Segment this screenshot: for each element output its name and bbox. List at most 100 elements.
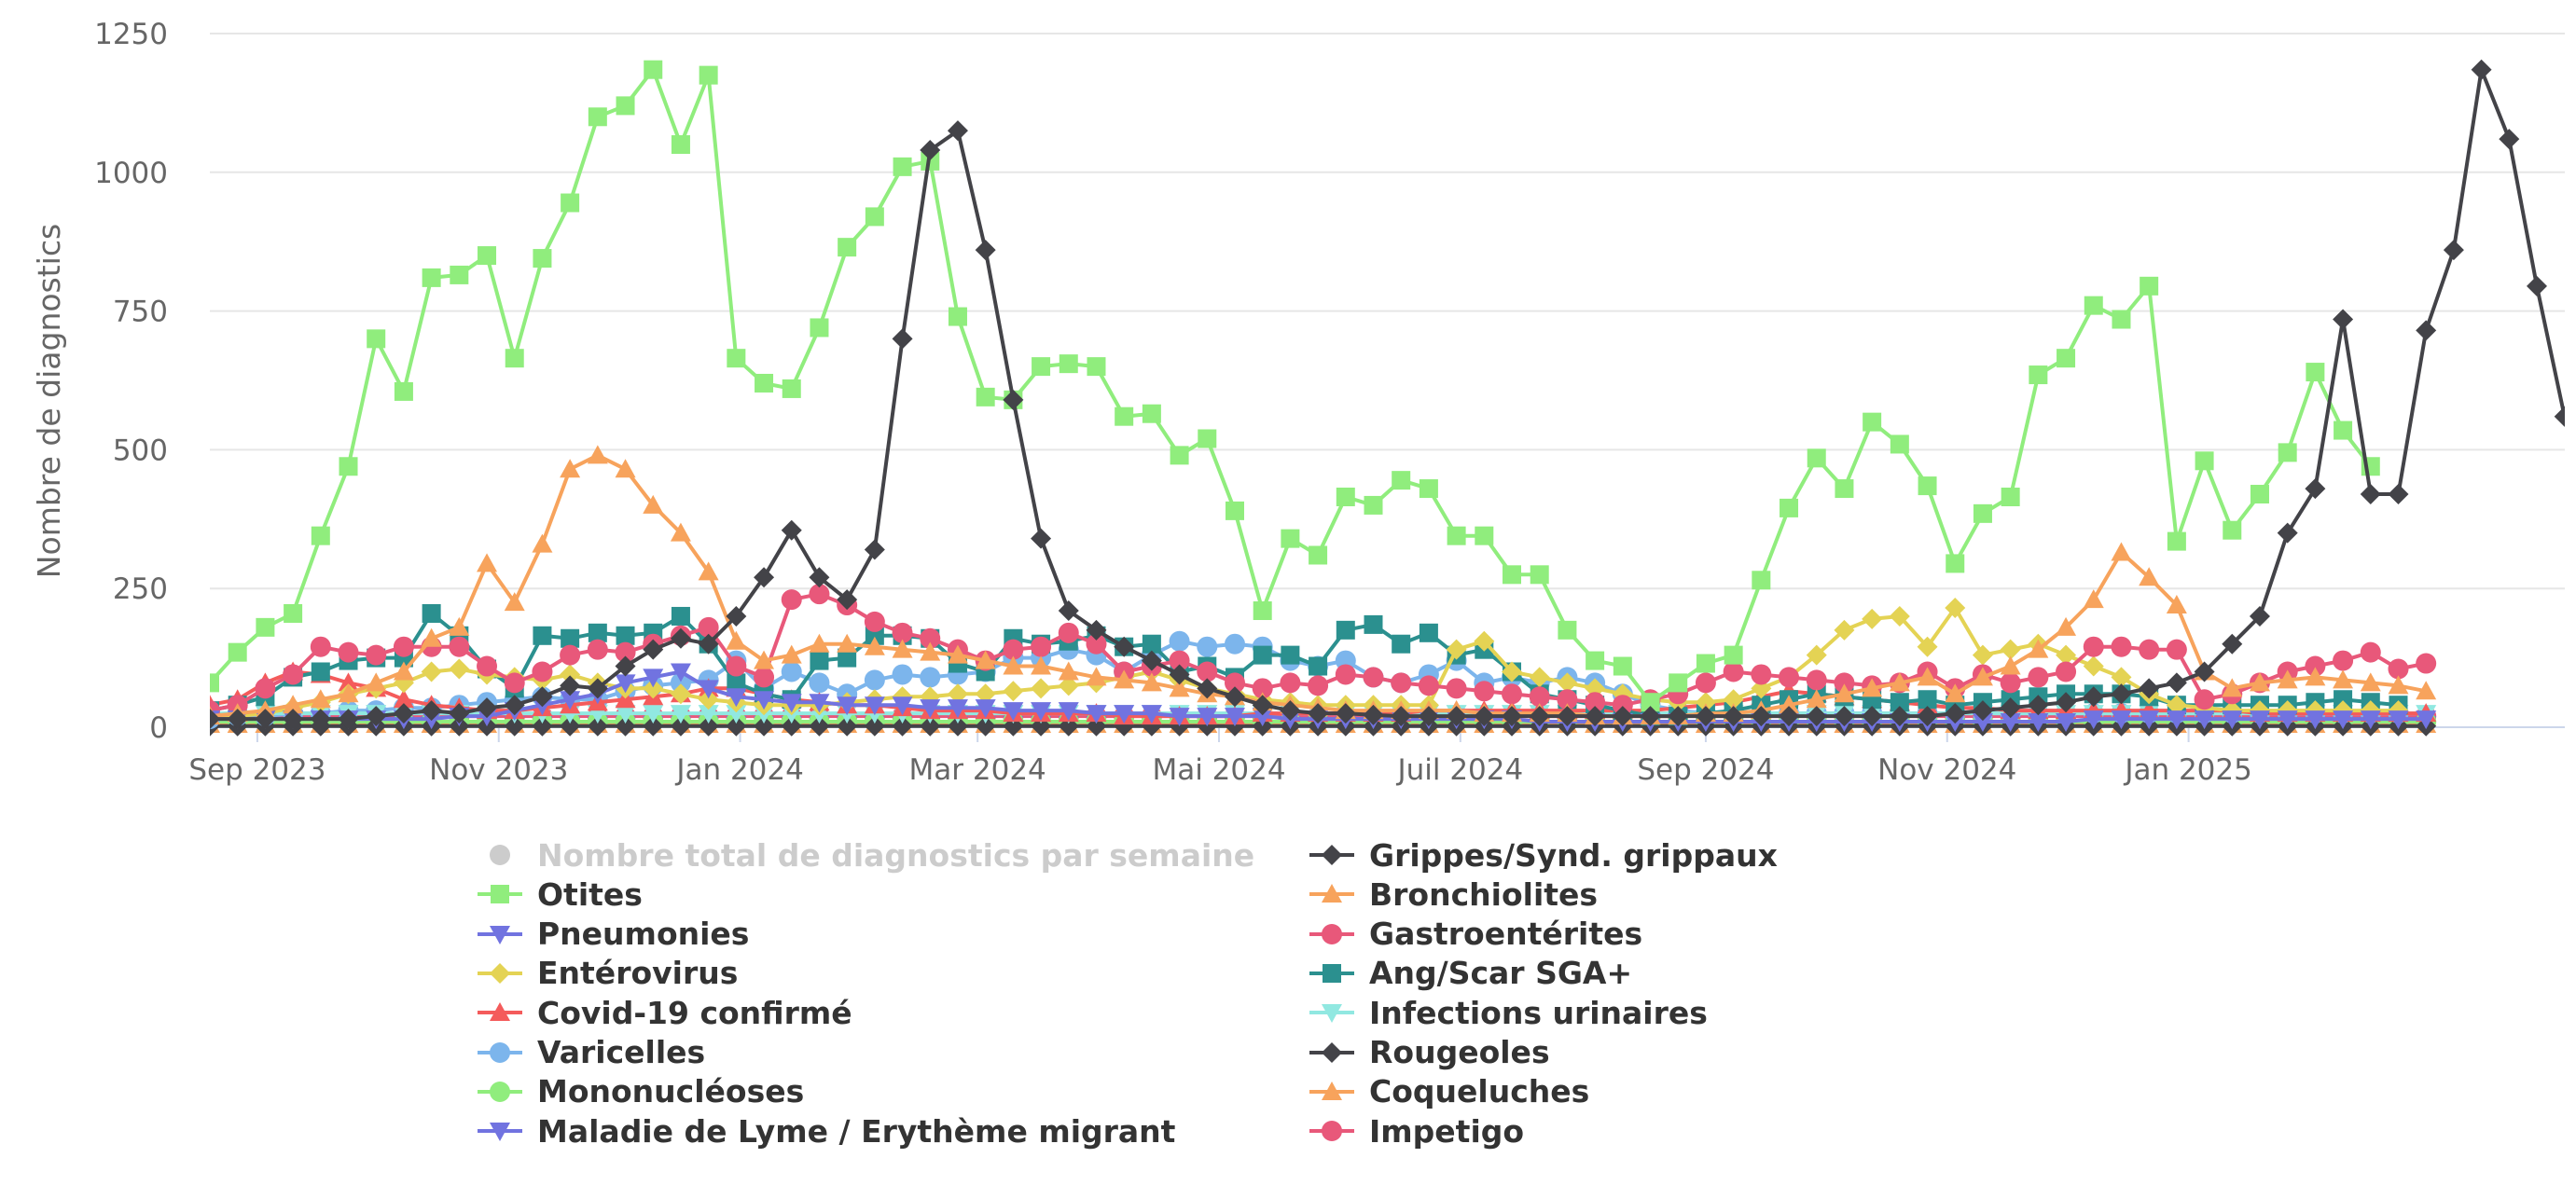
series-11-point[interactable] xyxy=(532,715,553,737)
series-1-point[interactable] xyxy=(1169,664,1190,685)
legend-marker[interactable] xyxy=(491,885,509,904)
series-3-point[interactable] xyxy=(587,445,608,464)
series-5-point[interactable] xyxy=(2028,667,2049,688)
series-7-point[interactable] xyxy=(1918,690,1937,710)
series-11-point[interactable] xyxy=(920,715,941,737)
series-6-point[interactable] xyxy=(421,661,442,682)
series-2-point[interactable] xyxy=(284,603,303,623)
series-1-point[interactable] xyxy=(393,703,414,724)
series-6-point[interactable] xyxy=(1502,661,1523,682)
series-2-point[interactable] xyxy=(2001,487,2020,506)
series-4-point[interactable] xyxy=(643,668,664,688)
series-1-point[interactable] xyxy=(2554,406,2575,427)
series-1-point[interactable] xyxy=(283,709,304,730)
series-7-point[interactable] xyxy=(561,628,580,648)
series-6-point[interactable] xyxy=(2056,644,2077,666)
series-1-point[interactable] xyxy=(892,328,913,350)
legend-item[interactable]: Rougeoles xyxy=(1309,1034,1550,1071)
series-1-point[interactable] xyxy=(643,639,664,660)
legend-item[interactable]: Varicelles xyxy=(478,1034,705,1071)
series-4-point[interactable] xyxy=(864,696,885,716)
series-7-point[interactable] xyxy=(1336,620,1355,640)
series-1-point[interactable] xyxy=(1834,706,1855,727)
series-2-point[interactable] xyxy=(1059,354,1078,374)
series-5-point[interactable] xyxy=(1695,672,1716,694)
series-4-point[interactable] xyxy=(2139,710,2160,730)
series-1-point[interactable] xyxy=(560,675,581,696)
series-3-point[interactable] xyxy=(1003,655,1024,675)
series-3-point[interactable] xyxy=(421,627,442,647)
series-3-point[interactable] xyxy=(449,616,470,636)
series-7-point[interactable] xyxy=(2334,690,2353,710)
series-7-point[interactable] xyxy=(1309,656,1328,676)
series-2-point[interactable] xyxy=(1752,571,1771,590)
series-1-point[interactable] xyxy=(1723,706,1744,727)
series-6-point[interactable] xyxy=(2166,695,2187,716)
series-1-point[interactable] xyxy=(975,240,996,261)
series-5-point[interactable] xyxy=(1723,661,1744,682)
series-5-point[interactable] xyxy=(809,584,830,605)
series-4-point[interactable] xyxy=(2305,710,2326,730)
legend-item[interactable]: Coqueluches xyxy=(1309,1073,1589,1110)
series-6-point[interactable] xyxy=(1529,667,1550,688)
series-5-point[interactable] xyxy=(920,627,941,649)
series-8-point[interactable] xyxy=(393,689,414,709)
series-1-point[interactable] xyxy=(421,700,442,722)
series-5-point[interactable] xyxy=(754,667,775,688)
series-5-point[interactable] xyxy=(726,655,747,677)
series-4-point[interactable] xyxy=(1169,708,1190,727)
series-2-point[interactable] xyxy=(2223,520,2242,540)
series-5-point[interactable] xyxy=(338,641,359,663)
legend-marker[interactable] xyxy=(1322,1081,1342,1100)
series-3-point[interactable] xyxy=(864,636,885,655)
series-1-point[interactable] xyxy=(1003,389,1024,410)
series-2-point[interactable] xyxy=(1032,357,1051,377)
series-6-point[interactable] xyxy=(2111,667,2132,688)
legend-marker[interactable] xyxy=(1322,845,1342,865)
series-9-point[interactable] xyxy=(643,705,664,724)
series-2-point[interactable] xyxy=(2140,276,2159,296)
series-3-point[interactable] xyxy=(975,650,996,669)
series-7-point[interactable] xyxy=(311,662,330,682)
series-6-point[interactable] xyxy=(1972,644,1993,666)
series-1-point[interactable] xyxy=(366,706,387,727)
series-4-point[interactable] xyxy=(2277,710,2298,730)
series-1-point[interactable] xyxy=(1668,706,1689,727)
series-3-point[interactable] xyxy=(2360,672,2381,692)
legend-marker[interactable] xyxy=(490,925,510,944)
series-2-point[interactable] xyxy=(561,193,580,213)
series-2-point[interactable] xyxy=(1890,434,1909,454)
series-5-point[interactable] xyxy=(366,644,387,666)
series-2-point[interactable] xyxy=(1641,693,1660,712)
series-2-point[interactable] xyxy=(1475,526,1494,545)
series-5-point[interactable] xyxy=(1834,672,1855,694)
series-4-point[interactable] xyxy=(1003,702,1024,722)
legend-item[interactable]: Bronchiolites xyxy=(1309,875,1598,913)
series-1-point[interactable] xyxy=(1972,700,1993,722)
series-6-point[interactable] xyxy=(975,683,996,705)
series-9-point[interactable] xyxy=(726,705,747,724)
series-1-point[interactable] xyxy=(809,567,830,588)
series-6-point[interactable] xyxy=(2000,639,2021,660)
series-1-point[interactable] xyxy=(1114,636,1135,657)
series-3-point[interactable] xyxy=(2028,639,2049,658)
series-5-point[interactable] xyxy=(2000,672,2021,694)
legend-marker[interactable] xyxy=(490,1081,510,1102)
series-3-point[interactable] xyxy=(2083,589,2104,609)
series-4-point[interactable] xyxy=(615,674,636,694)
series-5-point[interactable] xyxy=(2056,661,2077,682)
series-5-point[interactable] xyxy=(1335,664,1356,685)
series-3-point[interactable] xyxy=(1889,672,1910,692)
series-11-point[interactable] xyxy=(587,715,608,737)
series-1-point[interactable] xyxy=(2527,275,2547,296)
series-2-point[interactable] xyxy=(616,96,635,116)
series-2-point[interactable] xyxy=(201,673,219,693)
series-5-point[interactable] xyxy=(1612,695,1633,716)
series-5-point[interactable] xyxy=(1446,678,1467,699)
series-3-point[interactable] xyxy=(2249,672,2270,692)
series-4-point[interactable] xyxy=(2166,710,2187,730)
series-1-point[interactable] xyxy=(670,627,691,649)
series-2-point[interactable] xyxy=(450,265,469,284)
series-11-point[interactable] xyxy=(809,715,830,737)
series-4-point[interactable] xyxy=(947,699,968,719)
